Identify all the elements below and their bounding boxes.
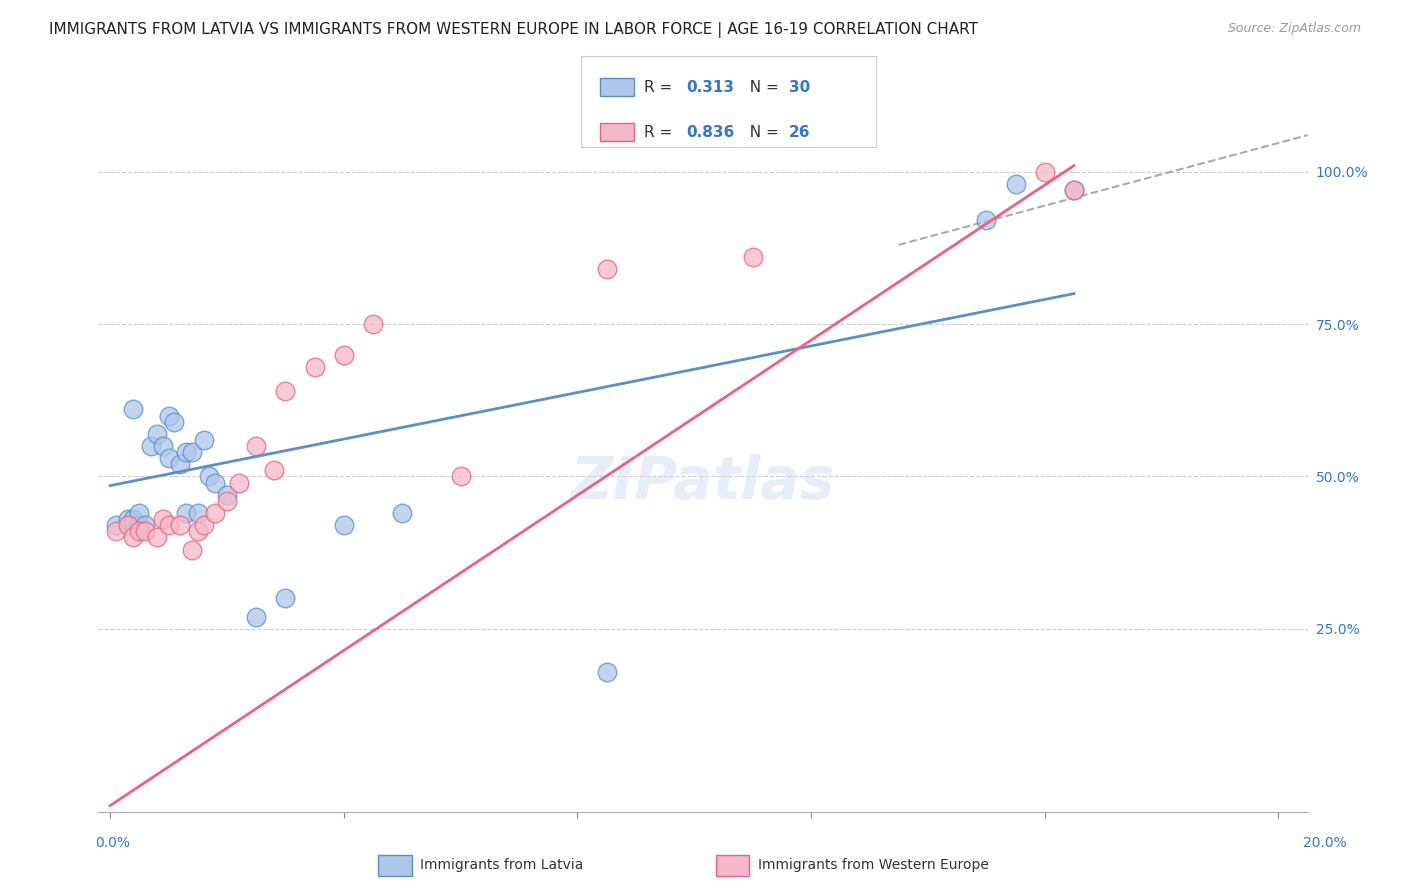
Point [274, 384, 297, 398]
Point [157, 451, 180, 466]
Text: Source: ZipAtlas.com: Source: ZipAtlas.com [1227, 22, 1361, 36]
Point [157, 409, 180, 423]
Point [187, 506, 209, 520]
Point [104, 518, 127, 533]
Point [1063, 183, 1085, 197]
Point [215, 493, 238, 508]
Point [169, 457, 191, 471]
Point [180, 542, 202, 557]
Point [122, 512, 145, 526]
Point [146, 530, 169, 544]
Point [391, 506, 413, 520]
Point [245, 439, 267, 453]
Point [139, 439, 162, 453]
Point [332, 348, 354, 362]
Point [104, 524, 127, 539]
Point [174, 506, 197, 520]
Point [274, 591, 297, 606]
Point [134, 524, 156, 539]
Point [169, 518, 191, 533]
Point [204, 506, 226, 520]
Point [122, 402, 145, 417]
Point [187, 524, 209, 539]
Point [304, 359, 326, 374]
Point [180, 445, 202, 459]
Point [152, 439, 174, 453]
Text: 0.313: 0.313 [686, 80, 734, 95]
Text: 26: 26 [789, 125, 810, 139]
Text: IMMIGRANTS FROM LATVIA VS IMMIGRANTS FROM WESTERN EUROPE IN LABOR FORCE | AGE 16: IMMIGRANTS FROM LATVIA VS IMMIGRANTS FRO… [49, 22, 979, 38]
Point [134, 518, 156, 533]
Text: N =: N = [740, 125, 783, 139]
Point [146, 426, 169, 441]
Point [1004, 177, 1026, 191]
Text: 30: 30 [789, 80, 810, 95]
Point [741, 250, 763, 264]
Point [157, 518, 180, 533]
Point [974, 213, 997, 227]
Point [361, 317, 384, 331]
Point [204, 475, 226, 490]
Text: R =: R = [644, 80, 678, 95]
Point [263, 463, 285, 477]
Point [193, 433, 215, 447]
Point [117, 518, 139, 533]
Point [595, 665, 617, 679]
Text: R =: R = [644, 125, 678, 139]
Point [215, 488, 238, 502]
Point [122, 530, 145, 544]
Point [128, 524, 150, 539]
Point [332, 518, 354, 533]
Text: Immigrants from Western Europe: Immigrants from Western Europe [758, 858, 988, 872]
Point [595, 262, 617, 277]
Point [117, 512, 139, 526]
Point [198, 469, 221, 483]
Point [245, 609, 267, 624]
Point [1063, 183, 1085, 197]
Point [1033, 164, 1056, 178]
Point [193, 518, 215, 533]
Point [228, 475, 250, 490]
Text: ZIPatlas: ZIPatlas [571, 454, 835, 511]
Point [152, 512, 174, 526]
Point [174, 445, 197, 459]
Point [128, 506, 150, 520]
Point [450, 469, 472, 483]
Text: 0.836: 0.836 [686, 125, 734, 139]
Point [128, 518, 150, 533]
Text: 20.0%: 20.0% [1303, 836, 1347, 850]
Text: 0.0%: 0.0% [96, 836, 131, 850]
Point [163, 415, 186, 429]
Text: Immigrants from Latvia: Immigrants from Latvia [420, 858, 583, 872]
Text: N =: N = [740, 80, 783, 95]
